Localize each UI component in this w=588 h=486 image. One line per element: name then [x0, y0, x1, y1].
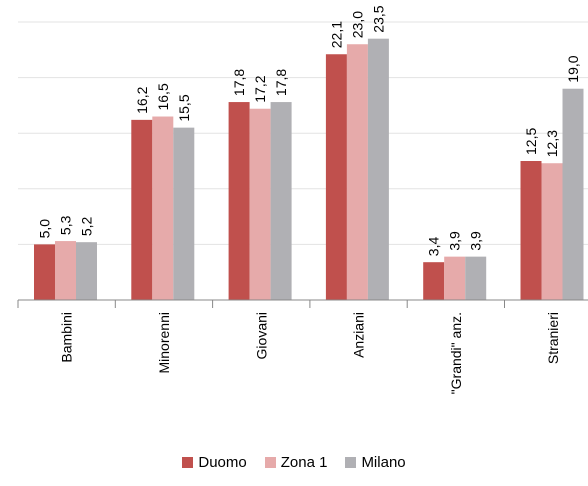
bar-duomo-4 — [423, 262, 445, 300]
data-label: 3,9 — [468, 231, 484, 251]
data-label: 23,5 — [370, 5, 386, 32]
bar-milano-2 — [270, 102, 292, 301]
data-label: 16,5 — [155, 83, 171, 110]
data-label: 12,3 — [544, 130, 560, 157]
data-label: 15,5 — [176, 94, 192, 121]
data-label: 16,2 — [134, 86, 150, 113]
data-label: 3,9 — [447, 231, 463, 251]
legend: Duomo Zona 1 Milano — [0, 454, 588, 471]
x-tick-label: Giovani — [253, 312, 269, 359]
bar-duomo-5 — [520, 161, 542, 300]
bar-zona-1-0 — [55, 241, 76, 300]
bar-milano-3 — [367, 38, 389, 301]
legend-swatch-duomo — [182, 457, 194, 468]
bar-duomo-0 — [34, 244, 55, 300]
bar-milano-4 — [465, 256, 487, 300]
data-label: 12,5 — [523, 128, 539, 155]
legend-item-zona-1: Zona 1 — [264, 454, 328, 471]
data-label: 17,2 — [252, 75, 268, 102]
data-label: 17,8 — [273, 69, 289, 96]
data-label: 5,3 — [58, 215, 74, 235]
x-tick-label: "Grandi" anz. — [448, 312, 464, 394]
data-label: 5,0 — [37, 219, 53, 239]
legend-label-zona-1: Zona 1 — [280, 454, 328, 471]
legend-swatch-milano — [345, 457, 357, 468]
bar-zona-1-4 — [444, 256, 466, 300]
bar-zona-1-2 — [249, 108, 271, 301]
legend-item-milano: Milano — [345, 454, 406, 471]
bar-zona-1-1 — [152, 116, 174, 301]
data-label: 22,1 — [328, 21, 344, 48]
legend-label-duomo: Duomo — [198, 454, 247, 471]
legend-item-duomo: Duomo — [182, 454, 247, 471]
x-tick-label: Anziani — [351, 312, 367, 358]
bar-duomo-3 — [325, 54, 347, 300]
x-tick-label: Minorenni — [156, 312, 172, 373]
bar-zona-1-5 — [541, 163, 563, 300]
bar-milano-1 — [173, 127, 195, 300]
bar-duomo-2 — [228, 102, 250, 301]
bar-milano-0 — [76, 242, 97, 300]
x-tick-label: Stranieri — [545, 312, 561, 364]
x-tick-label: Bambini — [59, 312, 75, 363]
legend-label-milano: Milano — [361, 454, 406, 471]
data-label: 3,4 — [426, 237, 442, 257]
data-label: 17,8 — [231, 69, 247, 96]
data-label: 19,0 — [565, 55, 581, 82]
bar-milano-5 — [562, 88, 584, 300]
bar-zona-1-3 — [346, 44, 368, 300]
legend-swatch-zona-1 — [264, 457, 276, 468]
bar-duomo-1 — [131, 119, 153, 300]
data-label: 5,2 — [79, 217, 95, 237]
data-label: 23,0 — [349, 11, 365, 38]
